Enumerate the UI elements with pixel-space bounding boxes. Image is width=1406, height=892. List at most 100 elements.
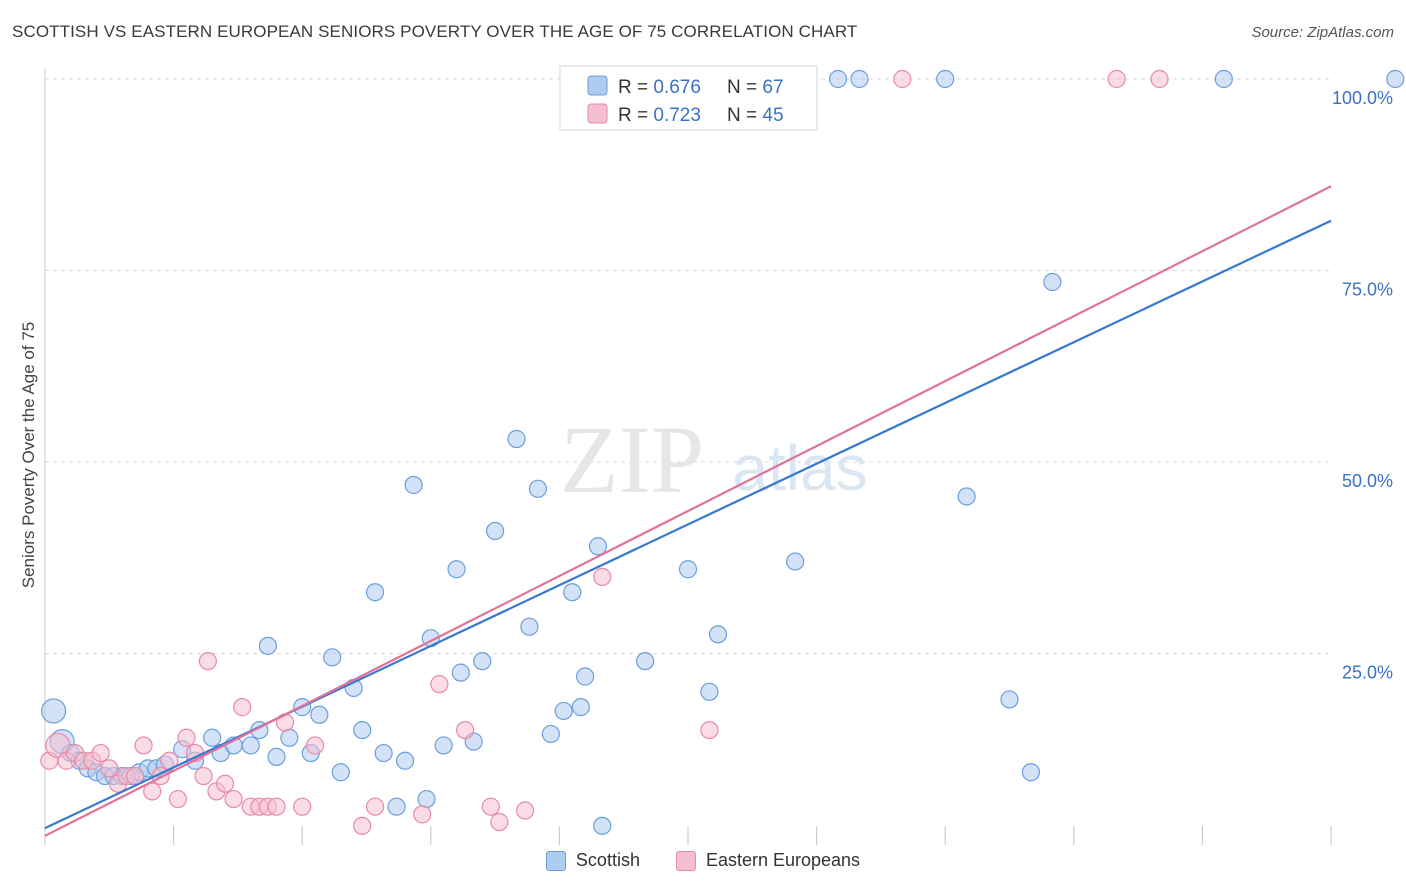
scottish-point	[554, 701, 573, 721]
scottish-point	[593, 816, 612, 835]
watermark-zip: ZIP	[560, 406, 704, 513]
chart-title: SCOTTISH VS EASTERN EUROPEAN SENIORS POV…	[12, 22, 858, 41]
svg-text:R = 0.723: R = 0.723	[618, 105, 701, 126]
trend-lines	[44, 185, 1332, 837]
eastern-european-point	[893, 69, 912, 89]
scottish-point	[700, 682, 719, 701]
legend-n-value-2: 45	[762, 105, 783, 126]
scottish-point	[280, 728, 299, 747]
scottish-point	[417, 789, 436, 809]
eastern-european-point	[430, 675, 449, 694]
scottish-point	[310, 705, 329, 724]
eastern-european-point	[481, 797, 500, 816]
y-tick-label: 25.0%	[1342, 663, 1393, 683]
scottish-point	[241, 736, 260, 755]
eastern-european-point	[413, 805, 432, 824]
svg-text:N = 67: N = 67	[727, 77, 784, 98]
scottish-point	[365, 583, 385, 602]
scottish-point	[636, 652, 655, 671]
scottish-point	[267, 747, 286, 767]
legend-swatch-scottish-bottom	[545, 850, 566, 871]
scottish-point	[563, 583, 582, 602]
legend-r-label-1: R =	[618, 77, 653, 98]
scottish-point	[678, 560, 698, 579]
legend-item-eastern-europeans[interactable]: Eastern Europeans	[675, 850, 861, 871]
eastern-european-point	[100, 759, 119, 778]
legend-r-label-2: R =	[618, 105, 653, 126]
eastern-european-point	[194, 766, 213, 786]
legend-swatch-scottish	[587, 75, 608, 96]
eastern-european-point	[177, 728, 196, 747]
scatter-chart: ZIP atlas 25.0%50.0%75.0%100.0%0.0%60.0%…	[19, 65, 1405, 845]
eastern-european-point	[700, 720, 719, 740]
scottish-point	[1000, 690, 1019, 709]
svg-text:N = 45: N = 45	[727, 105, 784, 126]
scottish-point	[40, 698, 67, 724]
legend-r-value-1: 0.676	[653, 77, 701, 98]
scottish-point	[353, 720, 372, 740]
eastern-european-point	[198, 652, 217, 671]
scottish-point	[936, 69, 955, 89]
eastern-european-trend-line	[44, 185, 1332, 837]
eastern-european-point	[91, 743, 110, 763]
scottish-point	[708, 625, 728, 644]
tick-labels: 25.0%50.0%75.0%100.0%0.0%60.0%	[1332, 88, 1393, 683]
eastern-european-point	[215, 774, 235, 793]
scottish-point	[434, 736, 453, 755]
eastern-european-point	[267, 797, 286, 816]
y-axis-label: Seniors Poverty Over the Age of 75	[19, 322, 38, 588]
scottish-point	[331, 763, 350, 782]
scottish-point	[258, 636, 278, 655]
scottish-point	[1021, 763, 1041, 782]
correlation-legend: R = 0.676 N = 67 R = 0.723 N = 45	[559, 65, 818, 131]
legend-r-value-2: 0.723	[653, 105, 701, 126]
scottish-point	[828, 69, 848, 89]
scottish-point	[1386, 69, 1405, 89]
eastern-european-point	[45, 732, 71, 759]
legend-n-label-2: N =	[727, 105, 762, 126]
series-legend: Scottish Eastern Europeans	[0, 850, 1406, 871]
y-tick-label: 100.0%	[1332, 88, 1393, 108]
scottish-point	[1043, 272, 1062, 292]
scottish-point	[447, 560, 466, 579]
scottish-point	[387, 797, 406, 816]
legend-swatch-eastern-bottom	[675, 850, 696, 871]
scottish-point	[203, 728, 222, 747]
scottish-point	[473, 652, 492, 671]
scottish-trend-line	[44, 219, 1332, 830]
eastern-european-point	[233, 698, 252, 717]
scottish-point	[528, 479, 548, 498]
eastern-european-point	[168, 789, 187, 809]
eastern-european-point	[365, 797, 385, 816]
scottish-point	[451, 663, 470, 682]
y-tick-label: 50.0%	[1342, 471, 1393, 491]
legend-item-scottish[interactable]: Scottish	[545, 850, 640, 871]
scottish-point	[404, 475, 423, 495]
scottish-point	[395, 751, 415, 770]
eastern-european-point	[1107, 69, 1126, 89]
scottish-point	[957, 487, 976, 506]
eastern-european-point	[516, 801, 535, 820]
scottish-point	[588, 537, 608, 556]
source-label: Source: ZipAtlas.com	[1251, 24, 1394, 41]
legend-label-eastern-europeans: Eastern Europeans	[705, 850, 861, 870]
eastern-european-point	[490, 812, 509, 832]
eastern-european-point	[455, 720, 475, 740]
scottish-point	[486, 521, 505, 541]
legend-n-label-1: N =	[727, 77, 762, 98]
eastern-european-point	[593, 567, 612, 587]
eastern-european-point	[1150, 69, 1169, 89]
legend-label-scottish: Scottish	[575, 850, 640, 870]
scottish-point	[1214, 69, 1233, 89]
eastern-european-point	[134, 736, 153, 755]
scottish-point	[541, 724, 560, 744]
legend-swatch-eastern	[587, 103, 608, 124]
legend-n-value-1: 67	[762, 77, 783, 98]
eastern-european-point	[353, 816, 372, 835]
eastern-european-point	[293, 797, 312, 816]
eastern-european-point	[305, 736, 325, 755]
scottish-point	[323, 648, 342, 667]
scottish-point	[507, 429, 526, 449]
scottish-point	[374, 743, 393, 763]
y-tick-label: 75.0%	[1342, 280, 1393, 300]
